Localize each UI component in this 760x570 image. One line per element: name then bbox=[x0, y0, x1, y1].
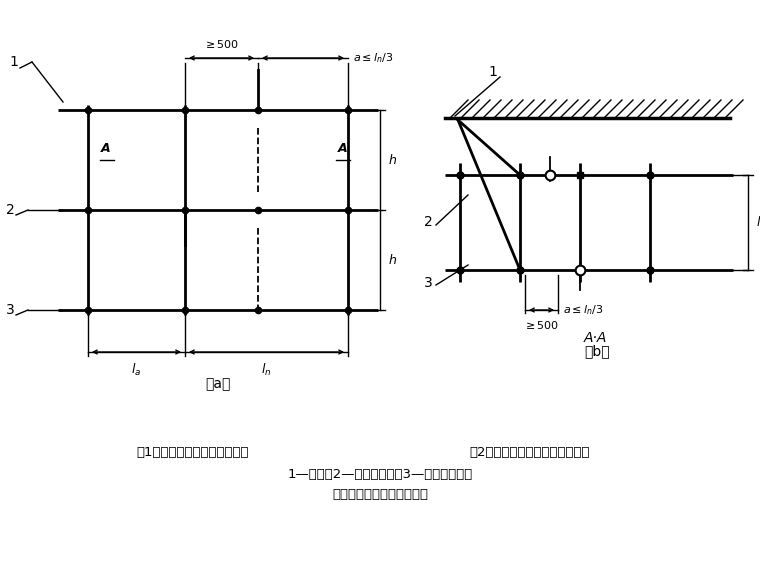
Text: 2: 2 bbox=[423, 215, 432, 229]
Text: （a）: （a） bbox=[205, 377, 231, 391]
Text: A: A bbox=[338, 142, 348, 155]
Text: $a\leq l_n/3$: $a\leq l_n/3$ bbox=[563, 303, 603, 317]
Text: 1: 1 bbox=[489, 65, 498, 79]
Text: 1: 1 bbox=[10, 55, 18, 69]
Text: A·A: A·A bbox=[584, 331, 606, 345]
Text: A: A bbox=[101, 142, 111, 155]
Text: $\geq$500: $\geq$500 bbox=[524, 319, 559, 331]
Text: （1）接头不在同步内（立面）: （1）接头不在同步内（立面） bbox=[137, 446, 249, 458]
Text: $\geq$500: $\geq$500 bbox=[204, 38, 239, 50]
Text: $h$: $h$ bbox=[388, 153, 397, 167]
Text: 3: 3 bbox=[5, 303, 14, 317]
Text: （b）: （b） bbox=[584, 344, 610, 358]
Text: 3: 3 bbox=[423, 276, 432, 290]
Text: $l_n$: $l_n$ bbox=[261, 362, 272, 378]
Text: （2）接头不在同跨内（平面）。: （2）接头不在同跨内（平面）。 bbox=[470, 446, 591, 458]
Text: $l_a$: $l_a$ bbox=[131, 362, 141, 378]
Text: $h$: $h$ bbox=[388, 253, 397, 267]
Text: 1—立杆；2—纵向水平杆；3—横向水平杆。: 1—立杆；2—纵向水平杆；3—横向水平杆。 bbox=[287, 467, 473, 481]
Text: 纵向水平杆对接接头布置。: 纵向水平杆对接接头布置。 bbox=[332, 487, 428, 500]
Text: $a\leq l_n/3$: $a\leq l_n/3$ bbox=[353, 51, 394, 65]
Text: 2: 2 bbox=[5, 203, 14, 217]
Text: $l_b$: $l_b$ bbox=[756, 214, 760, 230]
